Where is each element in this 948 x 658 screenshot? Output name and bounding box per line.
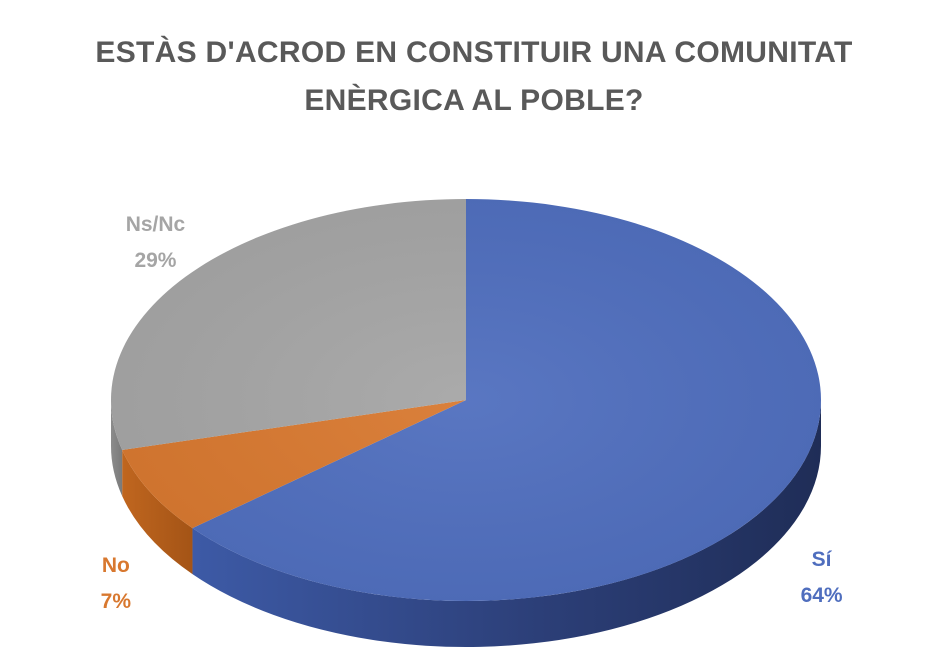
slice-side-s-	[192, 400, 822, 647]
chart-title-line-1: ESTÀS D'ACROD EN CONSTITUIR UNA COMUNITA…	[95, 35, 852, 69]
chart-title-line-2: ENÈRGICA AL POBLE?	[304, 83, 643, 117]
pie-sides	[111, 400, 822, 647]
slice-label-name-no: No	[102, 554, 130, 577]
slice-label-value-ns-nc: 29%	[134, 249, 176, 272]
slice-label-value-s-: 64%	[801, 584, 843, 607]
pie-top-shading	[111, 199, 821, 601]
slice-label-value-no: 7%	[101, 590, 132, 613]
pie-labels: Sí 64% No 7% Ns/Nc 29%	[101, 213, 843, 613]
slice-label-name-ns-nc: Ns/Nc	[126, 213, 186, 236]
slice-side-no	[122, 449, 193, 575]
pie-tops	[111, 199, 822, 601]
slice-side-ns-nc	[111, 400, 123, 496]
slice-label-name-s-: Sí	[812, 548, 833, 571]
